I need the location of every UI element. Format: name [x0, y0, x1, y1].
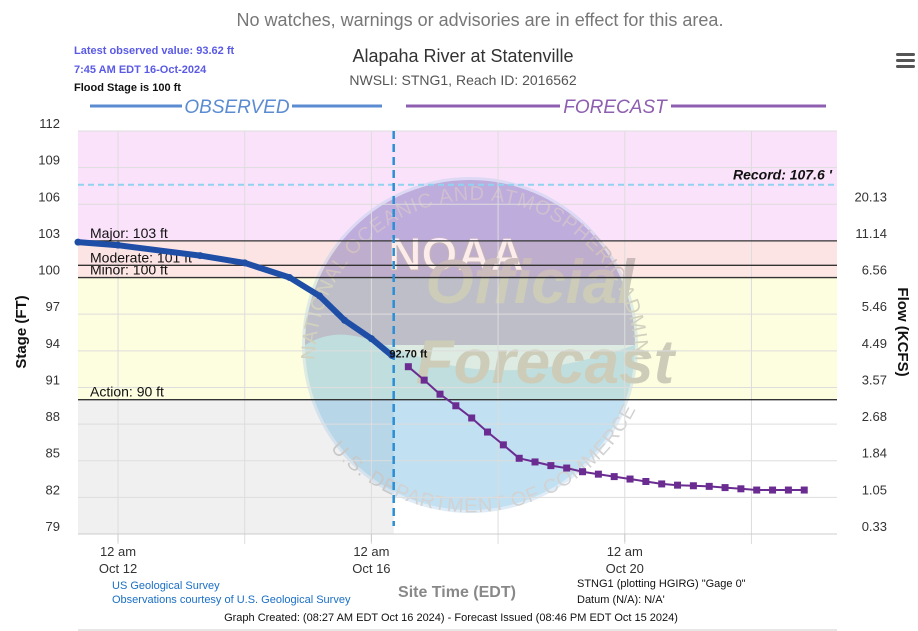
forecast-point	[563, 464, 571, 472]
y2-tick-label: 0.33	[862, 519, 887, 534]
chart-subtitle: NWSLI: STNG1, Reach ID: 2016562	[349, 72, 576, 88]
y2-tick-label: 2.68	[862, 409, 887, 424]
y2-tick-label: 5.46	[862, 299, 887, 314]
forecast-point	[531, 458, 539, 466]
observed-point	[315, 292, 323, 300]
menu-button[interactable]	[893, 50, 917, 72]
y2-tick-label: 4.49	[862, 336, 887, 351]
flood-stage: Flood Stage is 100 ft	[74, 82, 181, 94]
value-label: 92.70 ft	[389, 349, 427, 361]
forecast-point	[610, 473, 618, 481]
forecast-point	[594, 470, 602, 478]
watermark-logo: NOAA	[388, 228, 523, 280]
y-tick-label: 88	[46, 409, 60, 424]
watermark-top	[305, 180, 635, 345]
forecast-point	[626, 475, 634, 483]
y-tick-label: 79	[46, 519, 60, 534]
y-tick-label: 97	[46, 299, 60, 314]
x-tick-label: 12 am	[100, 544, 136, 559]
forecast-point	[784, 486, 792, 494]
forecast-point	[515, 454, 523, 462]
courtesy-link[interactable]: Observations courtesy of U.S. Geological…	[112, 594, 351, 606]
y-tick-label: 94	[46, 336, 60, 351]
observed-point	[286, 274, 294, 282]
y2-tick-label: 1.84	[862, 446, 887, 461]
forecast-point	[468, 414, 476, 422]
forecast-point	[547, 462, 555, 470]
below-action-observed	[78, 399, 394, 534]
forecast-point	[769, 486, 777, 494]
forecast-point	[753, 486, 761, 494]
forecast-point	[674, 481, 682, 489]
forecast-point	[436, 390, 444, 398]
y2-tick-label: 20.13	[854, 189, 887, 204]
y-tick-label: 82	[46, 482, 60, 497]
observed-point	[241, 259, 249, 267]
latest-value: Latest observed value: 93.62 ft	[74, 45, 235, 57]
forecast-point	[499, 441, 507, 449]
source-link[interactable]: US Geological Survey	[112, 580, 220, 592]
forecast-point	[579, 468, 587, 476]
y-tick-label: 112	[39, 116, 60, 131]
forecast-point	[800, 486, 808, 494]
x-tick-label: 12 am	[607, 544, 643, 559]
latest-time: 7:45 AM EDT 16-Oct-2024	[74, 64, 207, 76]
observed-point	[196, 252, 204, 260]
forecast-point	[737, 485, 745, 493]
flood-band	[78, 277, 837, 400]
forecast-point	[658, 480, 666, 488]
y-axis-label: Stage (FT)	[13, 295, 30, 368]
created-note: Graph Created: (08:27 AM EDT Oct 16 2024…	[224, 612, 678, 624]
forecast-point	[484, 428, 492, 436]
forecast-header: FORECAST	[563, 97, 668, 118]
threshold-label: Action: 90 ft	[90, 384, 164, 400]
forecast-point	[689, 482, 697, 490]
y-tick-label: 106	[38, 189, 60, 204]
observed-point	[74, 238, 82, 246]
observed-point	[341, 316, 349, 324]
watermark-line2: Forecast	[416, 328, 677, 397]
x-axis-label: Site Time (EDT)	[398, 584, 516, 601]
y2-tick-label: 11.14	[855, 226, 887, 241]
forecast-point	[452, 402, 460, 410]
observed-point	[367, 335, 375, 343]
x-tick-label: 12 am	[353, 544, 389, 559]
observed-header: OBSERVED	[184, 97, 290, 118]
datum-note: Datum (N/A): N/A'	[577, 594, 665, 606]
record-label: Record: 107.6 '	[733, 167, 833, 183]
x-tick-label: Oct 20	[606, 561, 644, 576]
advisory-banner: No watches, warnings or advisories are i…	[237, 10, 724, 30]
y-tick-label: 109	[38, 153, 60, 168]
watermark-line1: Official	[425, 248, 636, 317]
threshold-label: Major: 103 ft	[90, 225, 168, 241]
y2-tick-label: 6.56	[862, 263, 887, 278]
y-tick-label: 100	[38, 263, 60, 278]
forecast-point	[642, 477, 650, 485]
flood-band	[78, 240, 837, 266]
y-tick-label: 103	[38, 226, 60, 241]
y2-tick-label: 1.05	[862, 482, 887, 497]
observed-point	[114, 241, 122, 249]
forecast-point	[721, 484, 729, 492]
x-tick-label: Oct 12	[99, 561, 137, 576]
x-tick-label: Oct 16	[352, 561, 390, 576]
observed-point	[388, 351, 396, 359]
chart-title: Alapaha River at Statenville	[352, 46, 573, 66]
y-tick-label: 85	[46, 446, 60, 461]
forecast-point	[420, 376, 428, 384]
watermark-disc	[302, 177, 638, 513]
y-tick-label: 91	[46, 372, 60, 387]
forecast-point	[404, 363, 412, 371]
flood-band	[78, 131, 837, 241]
gage-note: STNG1 (plotting HGIRG) "Gage 0"	[577, 578, 746, 590]
y2-axis-label: Flow (KCFS)	[894, 287, 911, 376]
forecast-point	[705, 482, 713, 490]
y2-tick-label: 3.57	[862, 372, 887, 387]
